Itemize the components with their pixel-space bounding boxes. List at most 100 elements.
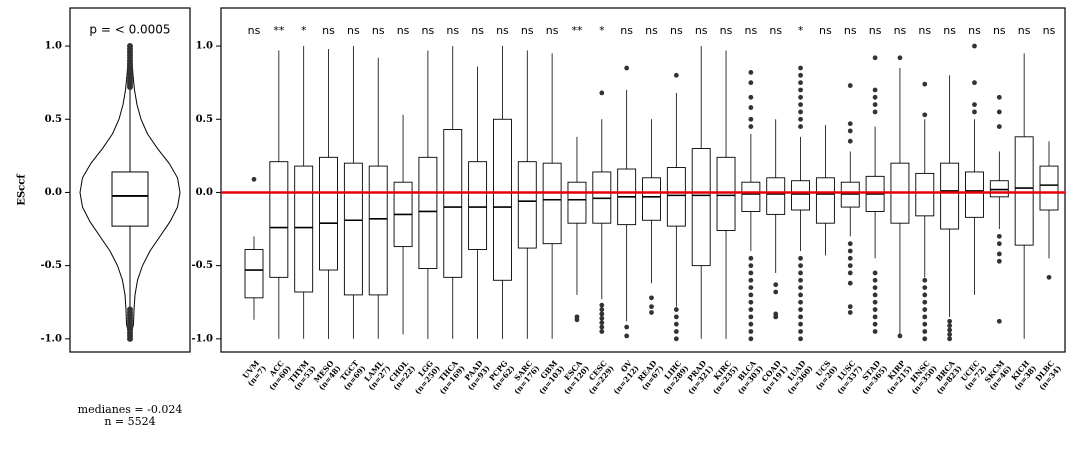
outlier [847,83,853,88]
significance: ns [397,24,410,37]
outlier [748,255,754,261]
outlier [872,94,878,100]
outlier [922,112,928,118]
y-tick-label: 0.0 [45,187,62,198]
outlier [798,80,803,86]
box [915,172,935,217]
box [492,118,512,281]
y-tick-label: 1.0 [45,41,62,52]
box [1014,136,1034,246]
significance: ns [993,24,1006,37]
box [517,161,537,249]
outlier [798,314,803,320]
box [418,156,438,270]
box [965,171,984,218]
box [468,161,488,250]
outlier [798,263,803,269]
box [111,171,149,227]
significance: ns [869,24,882,37]
significance: ns [968,24,981,37]
outlier [673,72,679,78]
box [567,181,587,224]
significance: ns [496,24,509,37]
outlier [798,321,803,327]
outlier [798,124,803,129]
box [542,162,562,245]
outlier [947,323,953,329]
outlier [922,277,928,283]
outlier [847,241,853,247]
outlier [847,310,853,315]
outlier [922,299,928,305]
outlier [748,124,754,129]
outlier [798,285,803,290]
significance: ns [248,24,261,37]
outlier [1046,274,1052,280]
significance: ns [372,24,385,37]
outlier [872,299,878,305]
outlier [872,285,878,290]
box [666,167,686,227]
y-tick-label: -1.0 [191,333,213,344]
box [343,162,363,296]
footnote: n = 5524 [104,415,155,428]
outlier [996,124,1002,129]
outlier [922,81,928,87]
significance: ns [1018,24,1031,37]
significance: ns [446,24,459,37]
outlier [798,102,803,108]
outlier [847,121,853,127]
outlier [847,138,853,144]
outlier [872,307,878,312]
outlier [748,314,754,320]
outlier [673,336,679,342]
outlier [847,263,853,269]
outlier [624,333,630,339]
outlier [127,335,133,342]
box [294,165,314,293]
outlier [673,321,679,327]
outlier [748,321,754,327]
outlier [922,321,928,327]
outlier [947,332,953,337]
outlier [673,314,679,320]
significance: ns [720,24,733,37]
outlier [996,233,1002,239]
outlier [872,102,878,108]
outlier [996,251,1002,257]
outlier [798,329,803,334]
outlier [972,109,977,115]
outlier [599,324,605,330]
outlier [127,43,133,50]
plot-frame [69,7,191,353]
outlier [996,241,1002,247]
outlier [798,116,803,122]
outlier [748,277,754,283]
outlier [748,94,754,100]
outlier [897,55,903,61]
outlier [798,277,803,283]
outlier [773,289,779,295]
outlier [798,292,803,298]
outlier [996,258,1002,264]
box [716,156,736,231]
outlier [872,292,878,298]
y-tick-label: -1.0 [40,333,62,344]
outlier [748,80,754,86]
box [940,162,960,230]
significance: ns [322,24,335,37]
outlier [798,94,803,100]
outlier [599,315,605,321]
outlier [748,116,754,122]
box [1039,165,1059,211]
outlier [798,65,803,71]
outlier [748,270,754,276]
box [269,161,289,278]
outlier [748,285,754,290]
significance: ns [894,24,907,37]
outlier [798,255,803,261]
outlier [748,70,754,75]
outlier [922,292,928,298]
box [741,181,761,212]
